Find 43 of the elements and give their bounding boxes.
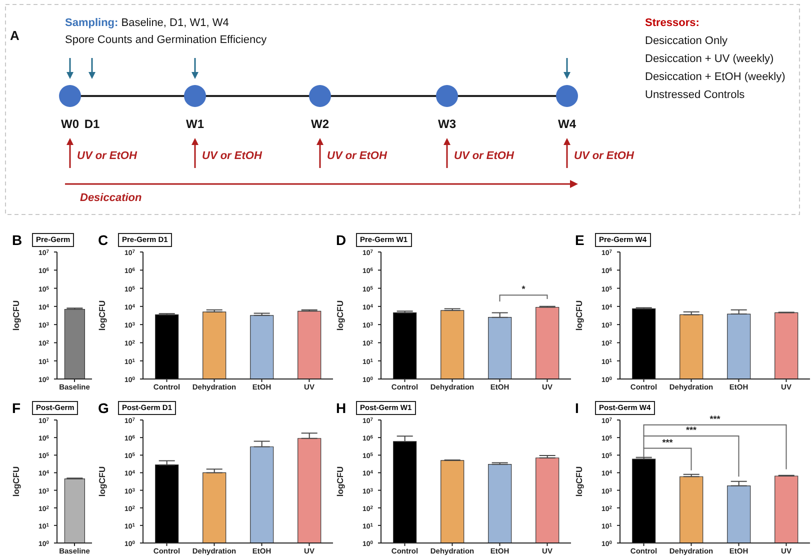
y-axis-title: logCFU (97, 300, 108, 331)
text: UV or EtOH (202, 150, 263, 162)
text: F (12, 400, 21, 416)
y-axis-title: logCFU (335, 300, 346, 331)
text: UV or EtOH (327, 150, 388, 162)
text: Desiccation Only (645, 35, 728, 47)
text: I (575, 400, 579, 416)
text: Spore Counts and Germination Efficiency (65, 34, 268, 46)
annotation: * (522, 284, 526, 294)
text: H (336, 400, 346, 416)
annotation: *** (686, 424, 697, 435)
text: W2 (311, 117, 330, 131)
y-axis-title: logCFU (335, 466, 346, 497)
y-axis-title: logCFU (11, 466, 22, 497)
annotation: *** (662, 437, 674, 448)
text: Desiccation (80, 192, 142, 204)
text: W4 (558, 117, 576, 131)
significance-bracket: * (499, 284, 548, 302)
text: C (98, 232, 108, 248)
annotation: *** (710, 414, 721, 424)
text: E (575, 232, 584, 248)
text: Sampling: (65, 17, 118, 29)
text: W0 (61, 117, 80, 131)
y-axis-title: logCFU (11, 300, 22, 331)
text: W3 (438, 117, 456, 131)
text: A (10, 28, 20, 43)
text: Stressors: (645, 17, 700, 29)
y-axis-title: logCFU (574, 466, 584, 497)
text: B (12, 232, 22, 248)
text: UV or EtOH (574, 150, 635, 162)
text: Baseline, D1, W1, W4 (118, 17, 229, 29)
y-axis-title: logCFU (574, 300, 584, 331)
text: W1 (186, 117, 204, 131)
text: Unstressed Controls (645, 89, 746, 101)
text: UV or EtOH (77, 150, 138, 162)
text: G (98, 400, 109, 416)
text: UV or EtOH (454, 150, 515, 162)
text: D1 (84, 117, 100, 131)
y-axis-title: logCFU (97, 466, 108, 497)
text: Desiccation + EtOH (weekly) (645, 71, 786, 83)
significance-bracket: *** (643, 437, 692, 470)
text: D (336, 232, 346, 248)
text: Desiccation + UV (weekly) (645, 53, 774, 65)
